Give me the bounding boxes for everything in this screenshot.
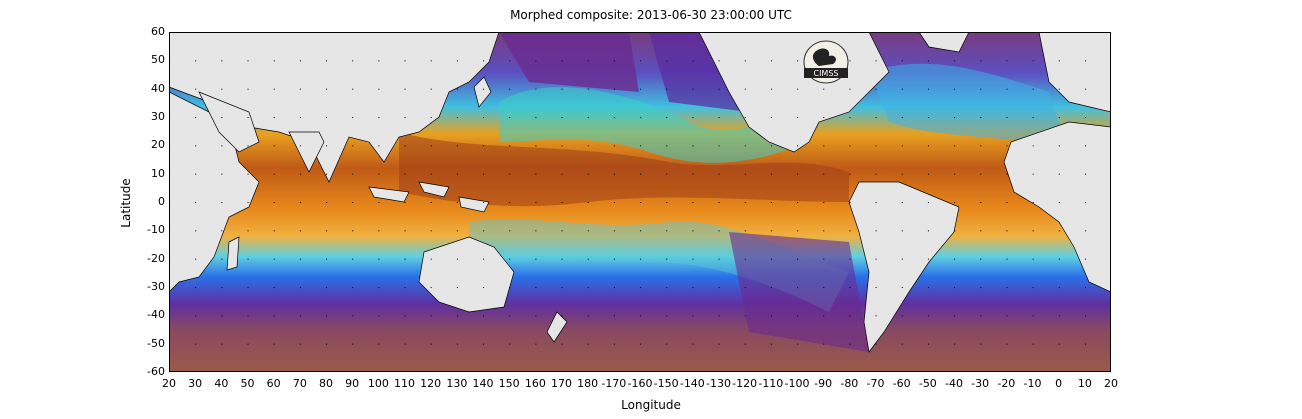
x-axis-label: Longitude — [621, 398, 681, 412]
x-tick-label: 80 — [319, 377, 333, 390]
y-tick-label: -20 — [147, 251, 165, 265]
x-tick-label: -130 — [706, 377, 731, 390]
x-tick-label: -30 — [971, 377, 990, 390]
x-tick-label: 70 — [292, 377, 307, 390]
x-tick-label: 20 — [162, 377, 176, 390]
x-tick-label: 130 — [446, 377, 468, 390]
x-tick-label: -170 — [601, 377, 627, 390]
x-tick-label: -20 — [997, 377, 1016, 390]
x-tick-label: -110 — [758, 377, 784, 390]
x-tick-label: -140 — [679, 377, 705, 390]
y-tick-label: 60 — [151, 25, 165, 38]
x-tick-label: -80 — [840, 377, 859, 390]
y-tick-label: 30 — [151, 110, 165, 123]
x-tick-label: -160 — [627, 377, 653, 390]
y-tick-label: 40 — [151, 81, 165, 95]
y-tick-label: -50 — [147, 336, 165, 350]
map-panel: CIMSS — [169, 32, 1111, 372]
x-tick-label: 50 — [240, 377, 255, 390]
logo-text: CIMSS — [813, 69, 838, 78]
x-tick-label: -50 — [918, 377, 937, 390]
y-axis-label: Latitude — [119, 178, 133, 228]
x-tick-label: 140 — [472, 377, 494, 390]
y-tick-label: 0 — [158, 195, 165, 208]
x-tick-label: -70 — [866, 377, 885, 390]
x-tick-label: 120 — [420, 377, 442, 390]
x-tick-label: 40 — [214, 377, 229, 390]
x-tick-label: 20 — [1104, 377, 1118, 390]
x-tick-label: -120 — [732, 377, 758, 390]
y-tick-label: -30 — [147, 280, 165, 293]
x-tick-label: 170 — [551, 377, 572, 390]
x-tick-label: 180 — [577, 377, 599, 390]
x-tick-label: -60 — [892, 377, 911, 390]
x-tick-label: 100 — [367, 377, 389, 390]
cimss-logo: CIMSS — [801, 38, 851, 90]
y-tick-label: -10 — [147, 223, 165, 237]
graticule — [169, 32, 1111, 372]
x-tick-label: 160 — [524, 377, 546, 390]
y-tick-label: -40 — [147, 308, 165, 322]
map-title: Morphed composite: 2013-06-30 23:00:00 U… — [510, 8, 792, 22]
x-tick-label: 0 — [1055, 377, 1063, 390]
y-tick-label: -60 — [147, 365, 165, 378]
precipitable-water-map — [169, 32, 1111, 372]
x-tick-label: 30 — [188, 377, 203, 390]
x-tick-label: -10 — [1023, 377, 1042, 390]
x-tick-label: -90 — [814, 377, 833, 390]
x-tick-label: 150 — [498, 377, 520, 390]
y-tick-label: 50 — [151, 53, 165, 67]
x-tick-label: -150 — [653, 377, 679, 390]
x-tick-label: 60 — [266, 377, 281, 390]
y-tick-label: 20 — [151, 138, 165, 152]
x-tick-label: 110 — [394, 377, 415, 390]
y-tick-label: 10 — [151, 166, 165, 180]
x-tick-label: 10 — [1077, 377, 1092, 390]
map-frame — [169, 32, 1111, 372]
x-tick-label: -40 — [945, 377, 963, 390]
x-tick-label: -100 — [784, 377, 810, 390]
x-tick-label: 90 — [345, 377, 360, 390]
